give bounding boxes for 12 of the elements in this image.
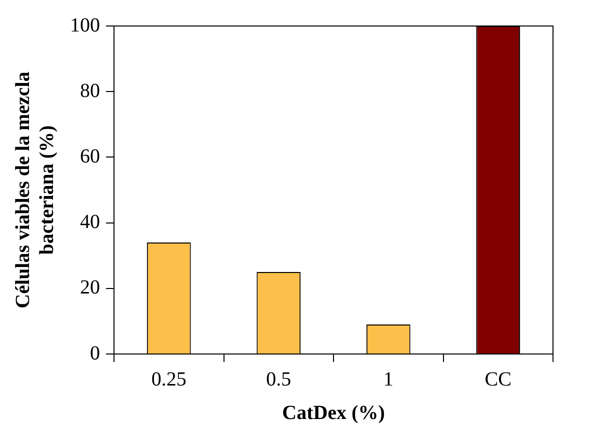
x-tick-label: 1 xyxy=(383,368,394,390)
x-tick-label: CC xyxy=(484,368,512,390)
y-tick-label: 40 xyxy=(80,211,100,234)
y-tick-label: 100 xyxy=(70,14,100,36)
x-tick-label: 0.5 xyxy=(266,368,292,390)
y-tick-label: 60 xyxy=(80,145,100,168)
y-tick-label: 20 xyxy=(80,276,100,299)
x-axis-title: CatDex (%) xyxy=(282,402,385,424)
y-axis-title: Células viables de la mezcla bacteriana (%) xyxy=(12,72,58,308)
y-tick-label: 0 xyxy=(90,342,100,364)
y-tick-label: 80 xyxy=(80,80,100,102)
x-tick-label: 0.25 xyxy=(151,368,186,390)
